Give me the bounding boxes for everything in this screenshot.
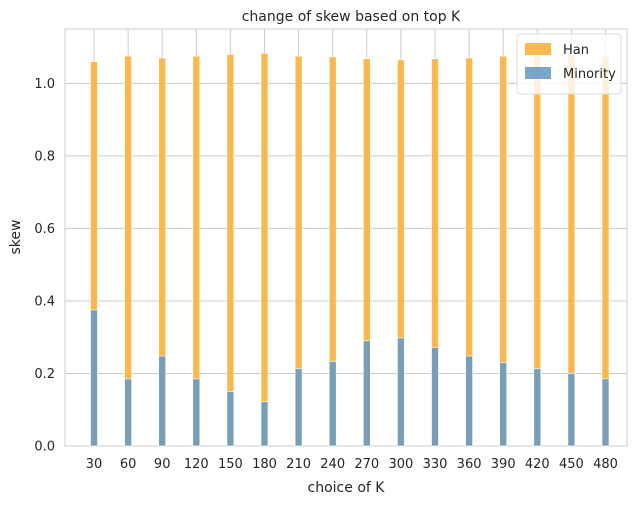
x-tick-label: 240 — [320, 457, 345, 472]
x-tick-label: 60 — [120, 457, 137, 472]
bar-minority — [499, 362, 508, 447]
chart-title: change of skew based on top K — [242, 9, 461, 25]
bar-minority — [533, 368, 542, 447]
x-tick-label: 360 — [457, 457, 482, 472]
tick-layer: 0.0 0.2 0.4 0.6 0.8 1.0 30 60 90 120 150 180 210 240 2… — [34, 77, 618, 472]
legend: Han Minority — [516, 33, 622, 95]
legend-label-minority: Minority — [563, 67, 616, 82]
bar-minority — [328, 361, 337, 447]
x-tick-label: 300 — [388, 457, 413, 472]
y-tick-label: 0.0 — [34, 440, 55, 455]
y-tick-label: 0.6 — [34, 222, 55, 237]
legend-swatch-minority — [525, 67, 551, 79]
x-tick-label: 390 — [491, 457, 516, 472]
bar-han — [226, 54, 235, 447]
y-tick-label: 0.8 — [34, 149, 55, 164]
bar-minority — [226, 391, 235, 447]
y-tick-label: 1.0 — [34, 77, 55, 92]
bar-minority — [362, 340, 371, 447]
bar-minority — [124, 378, 132, 447]
legend-swatch-han — [525, 43, 551, 55]
bar-minority — [158, 355, 166, 447]
bar-layer — [90, 52, 610, 447]
x-tick-label: 180 — [252, 457, 277, 472]
x-tick-label: 120 — [184, 457, 209, 472]
x-axis-label: choice of K — [308, 480, 386, 496]
x-tick-label: 450 — [559, 457, 584, 472]
x-tick-label: 330 — [423, 457, 448, 472]
y-tick-label: 0.2 — [34, 367, 55, 382]
x-tick-label: 480 — [593, 457, 618, 472]
y-tick-label: 0.4 — [34, 294, 55, 309]
bar-minority — [397, 337, 405, 447]
bar-minority — [567, 373, 576, 447]
x-tick-label: 30 — [86, 457, 103, 472]
x-tick-label: 150 — [218, 457, 243, 472]
bar-han — [260, 52, 269, 447]
x-tick-label: 420 — [525, 457, 550, 472]
x-tick-label: 90 — [154, 457, 171, 472]
bar-minority — [465, 355, 473, 447]
x-tick-label: 210 — [286, 457, 311, 472]
bar-minority — [294, 368, 303, 447]
x-tick-label: 270 — [354, 457, 379, 472]
bar-minority — [431, 347, 439, 447]
legend-label-han: Han — [563, 43, 589, 58]
bar-minority — [90, 309, 98, 447]
bar-minority — [601, 378, 610, 447]
bar-minority — [260, 401, 269, 447]
y-axis-label: skew — [8, 220, 24, 255]
bar-minority — [192, 378, 201, 447]
